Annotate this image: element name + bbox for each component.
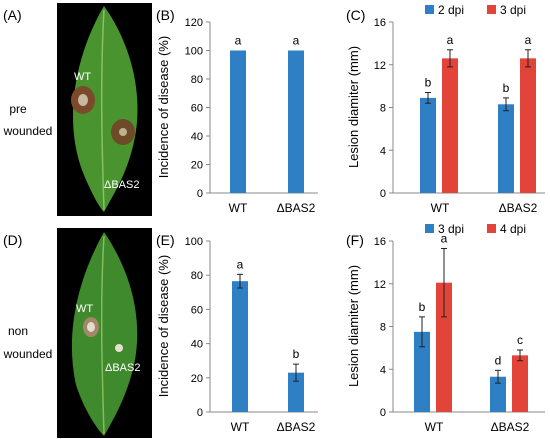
leaf-a-midrib <box>100 9 105 211</box>
chart-c-y-tick-label: 0 <box>380 188 386 200</box>
chart-f-y-tick-label: 4 <box>380 364 386 376</box>
chart-c-legend-swatch <box>425 5 434 14</box>
chart-e-category-label: WT <box>231 420 250 434</box>
chart-f-y-tick-label: 16 <box>374 236 386 248</box>
chart-f-bar <box>414 331 430 412</box>
chart-c-category-label: ΔBAS2 <box>499 201 538 215</box>
chart-c-legend-label: 3 dpi <box>500 3 526 17</box>
chart-e-y-tick-label: 20 <box>191 373 203 385</box>
chart-f-significance-letter: b <box>419 300 426 314</box>
leaf-photo-d: WT ΔBAS2 <box>57 228 152 438</box>
chart-f-lesion-non-wounded: 0 4 8 12 16 Lesion diamiter (mm) WT ΔBAS2 b d a c 3 … <box>346 222 545 434</box>
chart-f-legend-label: 3 dpi <box>438 222 464 236</box>
chart-f-legend-label: 4 dpi <box>500 222 526 236</box>
leaf-photo-a: WT ΔBAS2 <box>57 3 152 216</box>
chart-c-significance-letter: a <box>447 33 454 47</box>
chart-b-y-axis-label: Incidence of disease (%) <box>156 36 171 178</box>
leaf-a-lesion-mut-center <box>119 128 127 136</box>
chart-c-significance-letter: b <box>425 76 432 90</box>
chart-e-category-label: ΔBAS2 <box>277 420 316 434</box>
chart-c-y-axis-label: Lesion diamiter (mm) <box>346 46 361 168</box>
panel-label-d: (D) <box>3 232 22 248</box>
chart-c-y-tick-label: 12 <box>374 60 386 72</box>
chart-f-category-label: WT <box>425 420 444 434</box>
chart-b-category-label: ΔBAS2 <box>277 201 316 215</box>
chart-b-y-tick-label: 60 <box>191 103 203 115</box>
chart-e-bar <box>232 281 248 412</box>
chart-b-bar <box>230 50 246 193</box>
chart-c-bar <box>420 97 436 193</box>
chart-b-y-tick-label: 0 <box>197 188 203 200</box>
chart-c-bar <box>520 58 536 194</box>
chart-b-significance-letter: a <box>235 34 242 48</box>
chart-c-y-tick-label: 8 <box>380 103 386 115</box>
chart-c-lesion-pre-wounded: 0 4 8 12 16 Lesion diamiter (mm) WT ΔBAS2 b b a a 2 … <box>346 3 545 215</box>
leaf-d-wt-label: WT <box>76 303 93 315</box>
leaf-d-lesion-wt-center <box>87 322 95 332</box>
panel-label-f: (F) <box>346 232 364 248</box>
chart-c-y-tick-label: 4 <box>380 145 386 157</box>
leaf-d-mut-label: ΔBAS2 <box>105 362 140 374</box>
chart-b-significance-letter: a <box>293 34 300 48</box>
chart-b-category-label: WT <box>229 201 248 215</box>
leaf-a-blade <box>73 6 138 212</box>
chart-c-significance-letter: a <box>525 33 532 47</box>
chart-b-y-tick-label: 120 <box>185 17 203 29</box>
chart-e-significance-letter: b <box>293 347 300 361</box>
panel-label-b: (B) <box>156 7 175 23</box>
chart-b-incidence-pre-wounded: 0 20 40 60 80 100 120 Incidence of disease (%) W… <box>156 17 318 215</box>
chart-b-y-tick-label: 40 <box>191 131 203 143</box>
chart-e-significance-letter: a <box>237 257 244 271</box>
panel-label-e: (E) <box>156 232 175 248</box>
chart-b-bar <box>288 50 304 193</box>
chart-c-y-tick-label: 16 <box>374 17 386 29</box>
chart-b-y-tick-label: 20 <box>191 160 203 172</box>
row-label-non: non <box>8 324 28 338</box>
chart-f-y-tick-label: 0 <box>380 407 386 419</box>
chart-f-category-label: ΔBAS2 <box>491 420 530 434</box>
chart-f-significance-letter: c <box>517 333 523 347</box>
chart-f-significance-letter: a <box>441 231 448 245</box>
chart-f-legend-swatch <box>487 224 496 233</box>
chart-f-y-tick-label: 12 <box>374 279 386 291</box>
chart-e-y-tick-label: 40 <box>191 339 203 351</box>
chart-c-legend-label: 2 dpi <box>438 3 464 17</box>
chart-f-bar <box>436 282 452 412</box>
chart-e-y-tick-label: 0 <box>197 407 203 419</box>
chart-e-y-tick-label: 100 <box>185 236 203 248</box>
chart-f-bar <box>490 376 506 412</box>
leaf-a-mut-label: ΔBAS2 <box>104 179 139 191</box>
chart-b-y-tick-label: 80 <box>191 74 203 86</box>
chart-c-category-label: WT <box>431 201 450 215</box>
chart-e-y-tick-label: 80 <box>191 270 203 282</box>
leaf-a-wt-label: WT <box>74 71 91 83</box>
leaf-d-lesion-mut <box>115 344 123 352</box>
chart-c-significance-letter: b <box>503 81 510 95</box>
chart-e-bar <box>288 372 304 412</box>
chart-f-y-tick-label: 8 <box>380 322 386 334</box>
chart-f-legend-swatch <box>425 224 434 233</box>
leaf-d-midrib <box>100 235 105 435</box>
chart-c-bar <box>442 58 458 194</box>
row-label-wounded-top: wounded <box>3 124 53 138</box>
panel-label-a: (A) <box>3 7 22 23</box>
chart-f-bar <box>512 355 528 412</box>
chart-e-y-axis-label: Incidence of disease (%) <box>156 255 171 397</box>
row-label-pre: pre <box>9 102 27 116</box>
chart-e-incidence-non-wounded: 0 20 40 60 80 100 Incidence of disease (%) WT ΔB… <box>156 236 318 434</box>
row-label-wounded-bottom: wounded <box>3 347 53 361</box>
chart-f-y-axis-label: Lesion diamiter (mm) <box>346 265 361 387</box>
leaf-d-blade <box>71 232 138 436</box>
chart-e-y-tick-label: 60 <box>191 304 203 316</box>
chart-c-legend-swatch <box>487 5 496 14</box>
panel-label-c: (C) <box>346 7 365 23</box>
chart-f-significance-letter: d <box>495 353 502 367</box>
chart-c-bar <box>498 104 514 193</box>
chart-b-y-tick-label: 100 <box>185 46 203 58</box>
leaf-a-lesion-wt-center <box>78 94 88 106</box>
